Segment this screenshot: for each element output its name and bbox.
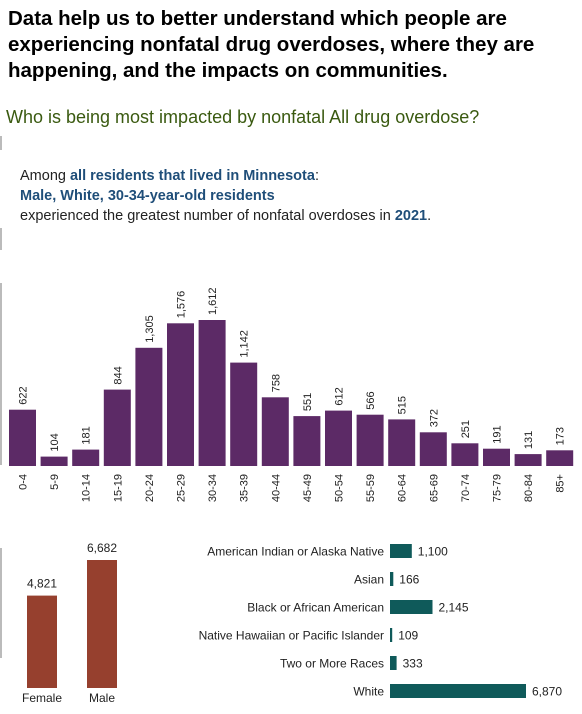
- age-value-label: 104: [49, 433, 61, 451]
- summary-colon: :: [314, 168, 319, 184]
- age-tick-label: 5-9: [49, 474, 61, 490]
- age-tick-label: 20-24: [144, 474, 156, 502]
- race-category-label: White: [353, 685, 384, 699]
- age-value-label: 844: [112, 366, 124, 384]
- race-value-label: 1,100: [418, 545, 448, 559]
- age-bar: [451, 443, 479, 466]
- age-tick-label: 65-69: [428, 474, 440, 502]
- sex-value-label: 4,821: [27, 577, 57, 591]
- age-tick-label: 35-39: [239, 474, 251, 502]
- age-bar: [419, 432, 447, 466]
- age-value-label: 251: [460, 420, 472, 438]
- age-bar: [103, 389, 131, 466]
- age-value-label: 191: [492, 425, 504, 443]
- race-bar: [390, 684, 526, 698]
- age-bar: [135, 347, 163, 466]
- age-tick-label: 40-44: [270, 474, 282, 502]
- age-bar: [72, 449, 100, 466]
- sex-bar: [87, 560, 117, 688]
- race-value-label: 6,870: [532, 685, 562, 699]
- age-tick-label: 80-84: [523, 474, 535, 502]
- sex-value-label: 6,682: [87, 541, 117, 555]
- race-bar: [390, 628, 393, 642]
- race-category-label: American Indian or Alaska Native: [207, 545, 384, 559]
- sex-category-label: Female: [22, 691, 62, 705]
- age-value-label: 622: [18, 386, 30, 404]
- age-bar: [261, 397, 289, 466]
- age-value-label: 1,612: [207, 287, 219, 315]
- summary-group: Male, White, 30-34-year-old residents: [20, 188, 275, 204]
- age-value-label: 1,305: [144, 315, 156, 343]
- age-bar: [546, 450, 574, 466]
- summary-text: Among all residents that lived in Minnes…: [20, 166, 431, 226]
- age-chart-left-edge: [0, 283, 2, 465]
- age-tick-label: 70-74: [460, 474, 472, 502]
- race-value-label: 333: [403, 657, 423, 671]
- summary-population: all residents that lived in Minnesota: [69, 168, 315, 184]
- age-bar: [388, 419, 416, 466]
- age-tick-label: 0-4: [18, 474, 30, 490]
- age-bar: [230, 362, 258, 466]
- age-value-label: 1,142: [239, 330, 251, 358]
- race-category-label: Black or African American: [247, 601, 384, 615]
- race-category-label: Native Hawaiian or Pacific Islander: [199, 629, 384, 643]
- summary-text-middle: experienced the greatest number of nonfa…: [20, 208, 395, 224]
- race-bar: [390, 544, 412, 558]
- age-tick-label: 50-54: [334, 474, 346, 502]
- age-value-label: 758: [270, 374, 282, 392]
- age-bar: [483, 448, 510, 466]
- age-bar: [293, 416, 321, 466]
- race-category-label: Asian: [354, 573, 384, 587]
- age-bar: [514, 454, 542, 466]
- left-divider: [0, 136, 2, 150]
- age-value-label: 551: [302, 393, 314, 411]
- age-tick-label: 10-14: [81, 474, 93, 502]
- age-value-label: 515: [397, 396, 409, 414]
- age-value-label: 181: [81, 426, 93, 444]
- sex-category-label: Male: [89, 691, 115, 705]
- age-value-label: 131: [523, 431, 535, 449]
- age-tick-label: 75-79: [492, 474, 504, 502]
- age-value-label: 1,576: [176, 291, 188, 319]
- summary-period: .: [427, 208, 432, 224]
- age-tick-label: 60-64: [397, 474, 409, 502]
- age-bar: [167, 323, 194, 466]
- age-value-label: 612: [334, 387, 346, 405]
- race-value-label: 166: [399, 573, 419, 587]
- age-bar: [325, 410, 352, 466]
- race-category-label: Two or More Races: [280, 657, 384, 671]
- age-value-label: 372: [428, 409, 440, 427]
- age-tick-label: 45-49: [302, 474, 314, 502]
- question-heading: Who is being most impacted by nonfatal A…: [6, 107, 480, 127]
- sex-bar: [27, 595, 57, 688]
- race-bar: [390, 600, 433, 614]
- summary-year: 2021: [394, 208, 428, 224]
- age-value-label: 566: [365, 391, 377, 409]
- sex-chart-left-edge: [0, 548, 2, 658]
- age-tick-label: 55-59: [365, 474, 377, 502]
- age-tick-label: 25-29: [176, 474, 188, 502]
- left-divider: [0, 228, 2, 250]
- age-tick-label: 30-34: [207, 474, 219, 502]
- age-bar: [356, 414, 384, 466]
- age-value-label: 173: [555, 427, 567, 445]
- summary-text-prefix: Among: [20, 168, 70, 184]
- race-bar: [390, 656, 397, 670]
- age-tick-label: 15-19: [112, 474, 124, 502]
- age-bar: [198, 320, 226, 466]
- age-tick-label: 85+: [555, 474, 567, 493]
- age-bar: [40, 456, 68, 466]
- race-value-label: 109: [398, 629, 418, 643]
- headline: Data help us to better understand which …: [8, 7, 535, 82]
- race-value-label: 2,145: [439, 601, 469, 615]
- age-bar: [9, 409, 36, 466]
- race-bar: [390, 572, 394, 586]
